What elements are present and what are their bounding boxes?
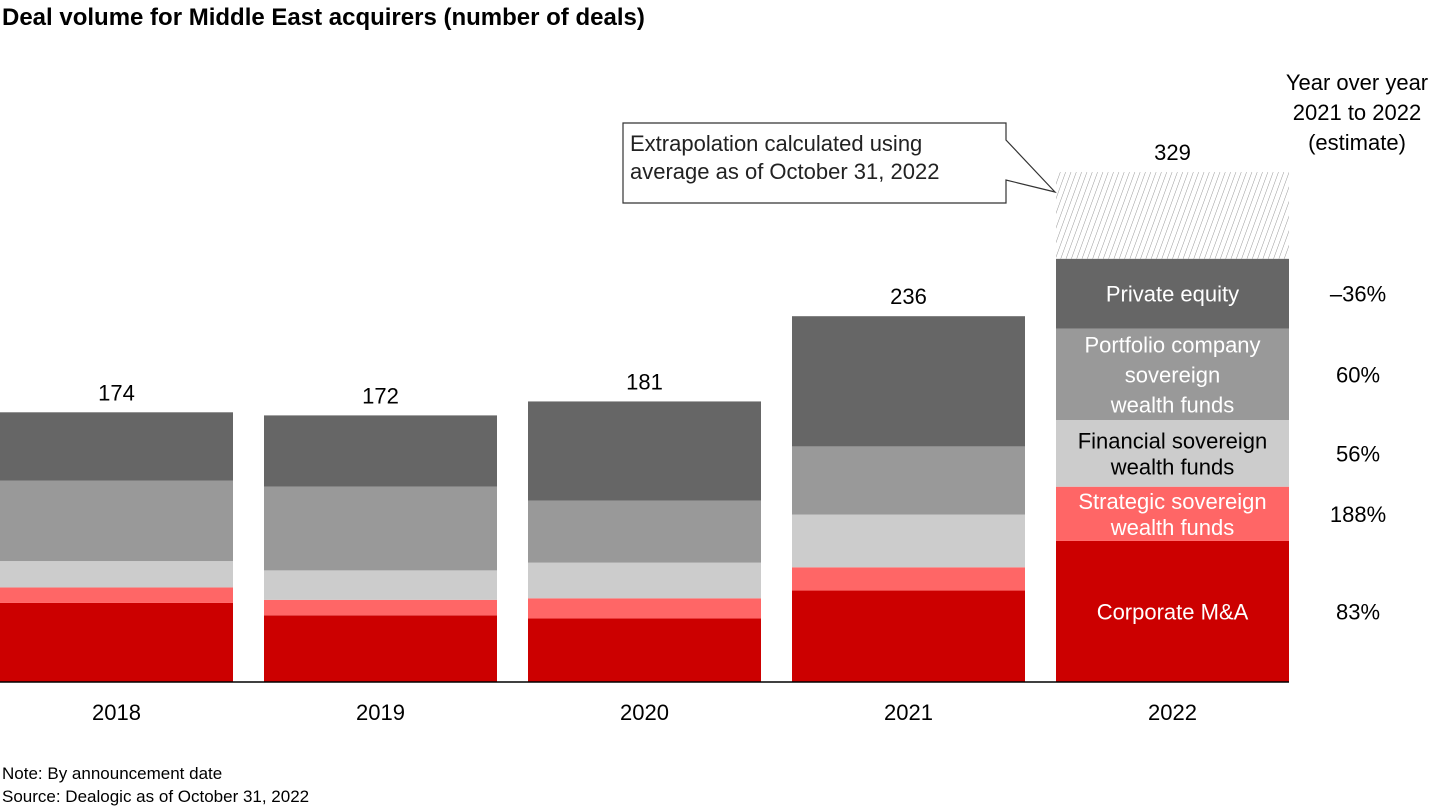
segment-label: Financial sovereign bbox=[1078, 428, 1268, 453]
yoy-value: 56% bbox=[1336, 441, 1380, 466]
segment-label: wealth funds bbox=[1110, 515, 1235, 540]
x-tick-label: 2020 bbox=[620, 700, 669, 725]
bar-segment bbox=[792, 316, 1025, 447]
bar-segment bbox=[792, 567, 1025, 591]
x-tick-label: 2021 bbox=[884, 700, 933, 725]
bar-segment bbox=[1056, 258, 1289, 329]
total-label: 181 bbox=[626, 369, 663, 394]
bar-segment bbox=[1056, 328, 1289, 421]
bar-segment bbox=[792, 514, 1025, 568]
segment-label: wealth funds bbox=[1110, 454, 1235, 479]
segment-label: Private equity bbox=[1106, 282, 1239, 307]
callout-text: Extrapolation calculated using average a… bbox=[630, 131, 940, 184]
bar-segment bbox=[0, 412, 233, 481]
bar-segment bbox=[1056, 420, 1289, 487]
bar-segment bbox=[528, 598, 761, 619]
segment-label: wealth funds bbox=[1110, 392, 1235, 417]
bar-segment bbox=[1056, 486, 1289, 541]
source: Source: Dealogic as of October 31, 2022 bbox=[2, 787, 310, 806]
bar-segment bbox=[792, 446, 1025, 515]
x-tick-label: 2022 bbox=[1148, 700, 1197, 725]
note: Note: By announcement date bbox=[2, 764, 223, 783]
total-label: 172 bbox=[362, 383, 399, 408]
yoy-value: 60% bbox=[1336, 362, 1380, 387]
total-label: 329 bbox=[1154, 140, 1191, 165]
bar-segment bbox=[528, 401, 761, 501]
bar-segment bbox=[1056, 540, 1289, 682]
total-label: 174 bbox=[98, 380, 135, 405]
bar-segment bbox=[0, 602, 233, 682]
bar-segment bbox=[264, 570, 497, 600]
yoy-value: 188% bbox=[1330, 502, 1386, 527]
callout-box bbox=[622, 122, 1057, 204]
segment-label: Corporate M&A bbox=[1097, 599, 1249, 624]
bar-segment bbox=[264, 486, 497, 571]
x-tick-label: 2018 bbox=[92, 700, 141, 725]
x-tick-label: 2019 bbox=[356, 700, 405, 725]
yoy-value: 83% bbox=[1336, 599, 1380, 624]
segment-label: sovereign bbox=[1125, 362, 1220, 387]
bar-segment bbox=[0, 561, 233, 588]
bar-segment bbox=[528, 618, 761, 682]
bar-segment bbox=[264, 415, 497, 487]
chart-title: Deal volume for Middle East acquirers (n… bbox=[2, 4, 645, 31]
extrapolation-segment bbox=[1056, 172, 1289, 259]
bar-segment bbox=[528, 500, 761, 563]
bar-segment bbox=[264, 615, 497, 682]
segment-label: Strategic sovereign bbox=[1078, 489, 1266, 514]
yoy-value: –36% bbox=[1330, 282, 1386, 307]
segment-label: Portfolio company bbox=[1084, 332, 1260, 357]
bar-segment bbox=[0, 587, 233, 603]
yoy-header: Year over year 2021 to 2022 (estimate) bbox=[1285, 70, 1429, 155]
bar-segment bbox=[792, 590, 1025, 682]
bar-segment bbox=[264, 599, 497, 616]
bar-segment bbox=[528, 562, 761, 599]
bar-segment bbox=[0, 480, 233, 562]
total-label: 236 bbox=[890, 284, 927, 309]
